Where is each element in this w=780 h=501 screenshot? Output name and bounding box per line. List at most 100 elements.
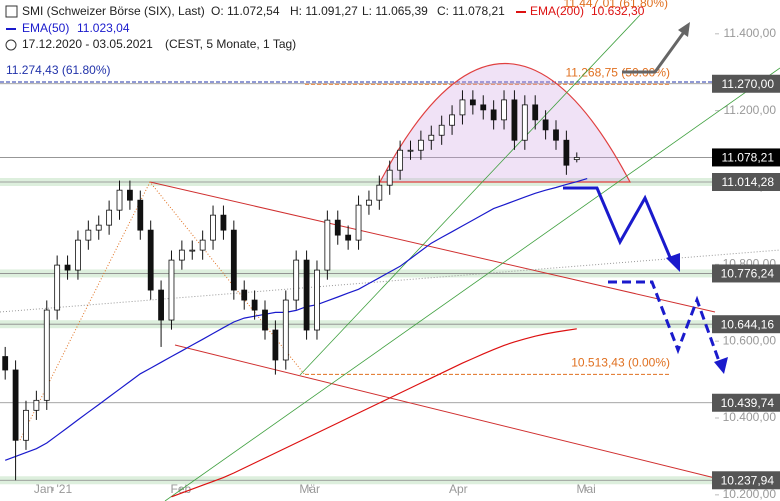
legend-entry: EMA(50) (22, 21, 69, 35)
candle-body (272, 329, 279, 361)
cup-arc (379, 63, 631, 183)
level-label: 10.237,94 (721, 473, 775, 487)
trend-line (0, 249, 780, 313)
level-box (712, 315, 780, 334)
arrow-head (714, 357, 728, 374)
candle-body (116, 189, 123, 211)
candle-body (459, 99, 466, 116)
y-tick-label: 11.400,00 (724, 26, 777, 40)
level-box (712, 393, 780, 412)
legend-value: 11.023,04 (77, 21, 130, 35)
legend-value: 10.632,30 (591, 4, 645, 18)
ema-line (4, 178, 588, 461)
candle-body (168, 259, 175, 321)
level-label: 10.644,16 (721, 317, 775, 331)
candle-body (428, 134, 435, 141)
candle-body (490, 109, 497, 121)
projection (622, 31, 686, 74)
candle-body (54, 264, 61, 311)
annotation: 10.513,43 (0.00%) (571, 356, 670, 370)
candle-body (178, 249, 185, 261)
candle-body (293, 259, 300, 301)
ohlc: L: 11.065,39 (362, 4, 428, 18)
ohlc: C: 11.078,21 (437, 4, 505, 18)
candle-body (553, 129, 559, 141)
x-tick-label: Jan '21 (34, 482, 73, 496)
x-tick-label: Mär (299, 482, 320, 496)
candle-body (324, 219, 331, 271)
icon (5, 39, 17, 51)
candle-body (85, 229, 92, 241)
instrument: SMI (Schweizer Börse (SIX), Last) (22, 4, 205, 18)
candle-body (397, 149, 404, 171)
candle-body (376, 184, 383, 201)
candle-body (12, 369, 19, 441)
candle-body (23, 409, 29, 441)
candle-body (282, 299, 289, 361)
x-tick-label: Apr (449, 482, 468, 496)
candle-body (241, 289, 248, 301)
arrow-head (678, 22, 690, 37)
y-tick-label: 11.200,00 (724, 103, 777, 117)
candle-body (532, 104, 539, 121)
x-tick-label: Mai (576, 482, 595, 496)
level-box (712, 173, 780, 192)
candle-body (43, 309, 50, 401)
candle-body (542, 119, 549, 131)
candle-body (303, 259, 310, 331)
candle-body (262, 309, 268, 331)
annotation: 11.268,75 (50.00%) (565, 65, 670, 79)
candle-body (106, 209, 113, 226)
plot: 11.270,00 11.078,21 11.014,28 10.776,24 10.6… (2, 74, 780, 498)
y-tick-label: 10.400,00 (723, 410, 777, 424)
ema-line (171, 328, 577, 498)
candle-body (210, 214, 216, 241)
trend-line (174, 344, 716, 479)
candle-body (251, 299, 258, 311)
legend-entry: EMA(200) (530, 4, 584, 18)
annotation: 11.274,43 (61.80%) (6, 63, 111, 77)
trend-line (149, 181, 716, 313)
candle-body (417, 139, 424, 151)
candle-body (127, 189, 133, 201)
level-box (712, 264, 780, 283)
trend-line (164, 67, 780, 501)
level-label: 10.439,74 (721, 396, 775, 410)
candle-body (33, 399, 40, 411)
arrow-head (666, 253, 680, 272)
candle-body (480, 104, 487, 111)
candle-body (449, 114, 455, 126)
icon (5, 5, 18, 18)
candle-body (75, 239, 81, 271)
candle-body (573, 157, 580, 161)
candle-body (147, 229, 154, 291)
ohlc: O: 11.072,54 (211, 4, 280, 18)
candle-body (220, 214, 227, 231)
candle-body (314, 269, 320, 331)
ohlc: H: 11.091,27 (290, 4, 358, 18)
level-label: 11.078,21 (722, 151, 775, 165)
trend-line (299, 14, 641, 376)
candle-body (366, 199, 372, 206)
candle-body (334, 219, 341, 236)
annotation: 11.447,01 (61.80%) (563, 0, 668, 10)
candle-body (2, 356, 9, 371)
candle-body (345, 234, 352, 241)
candle-body (469, 99, 476, 106)
candle-body (355, 204, 362, 241)
level-label: 11.270,00 (722, 77, 775, 91)
candle-body (189, 249, 196, 252)
candle-body (137, 199, 144, 231)
level-label: 11.014,28 (722, 175, 775, 189)
y-tick-label: 10.200,00 (723, 487, 777, 501)
candle-body (438, 124, 445, 136)
level-box (712, 148, 780, 167)
candle-body (230, 229, 237, 291)
level-label: 10.776,24 (721, 267, 775, 281)
candle-body (521, 104, 528, 141)
candle-body (158, 289, 164, 321)
level-box (712, 74, 780, 93)
period-info: (CEST, 5 Monate, 1 Tag) (165, 37, 296, 51)
